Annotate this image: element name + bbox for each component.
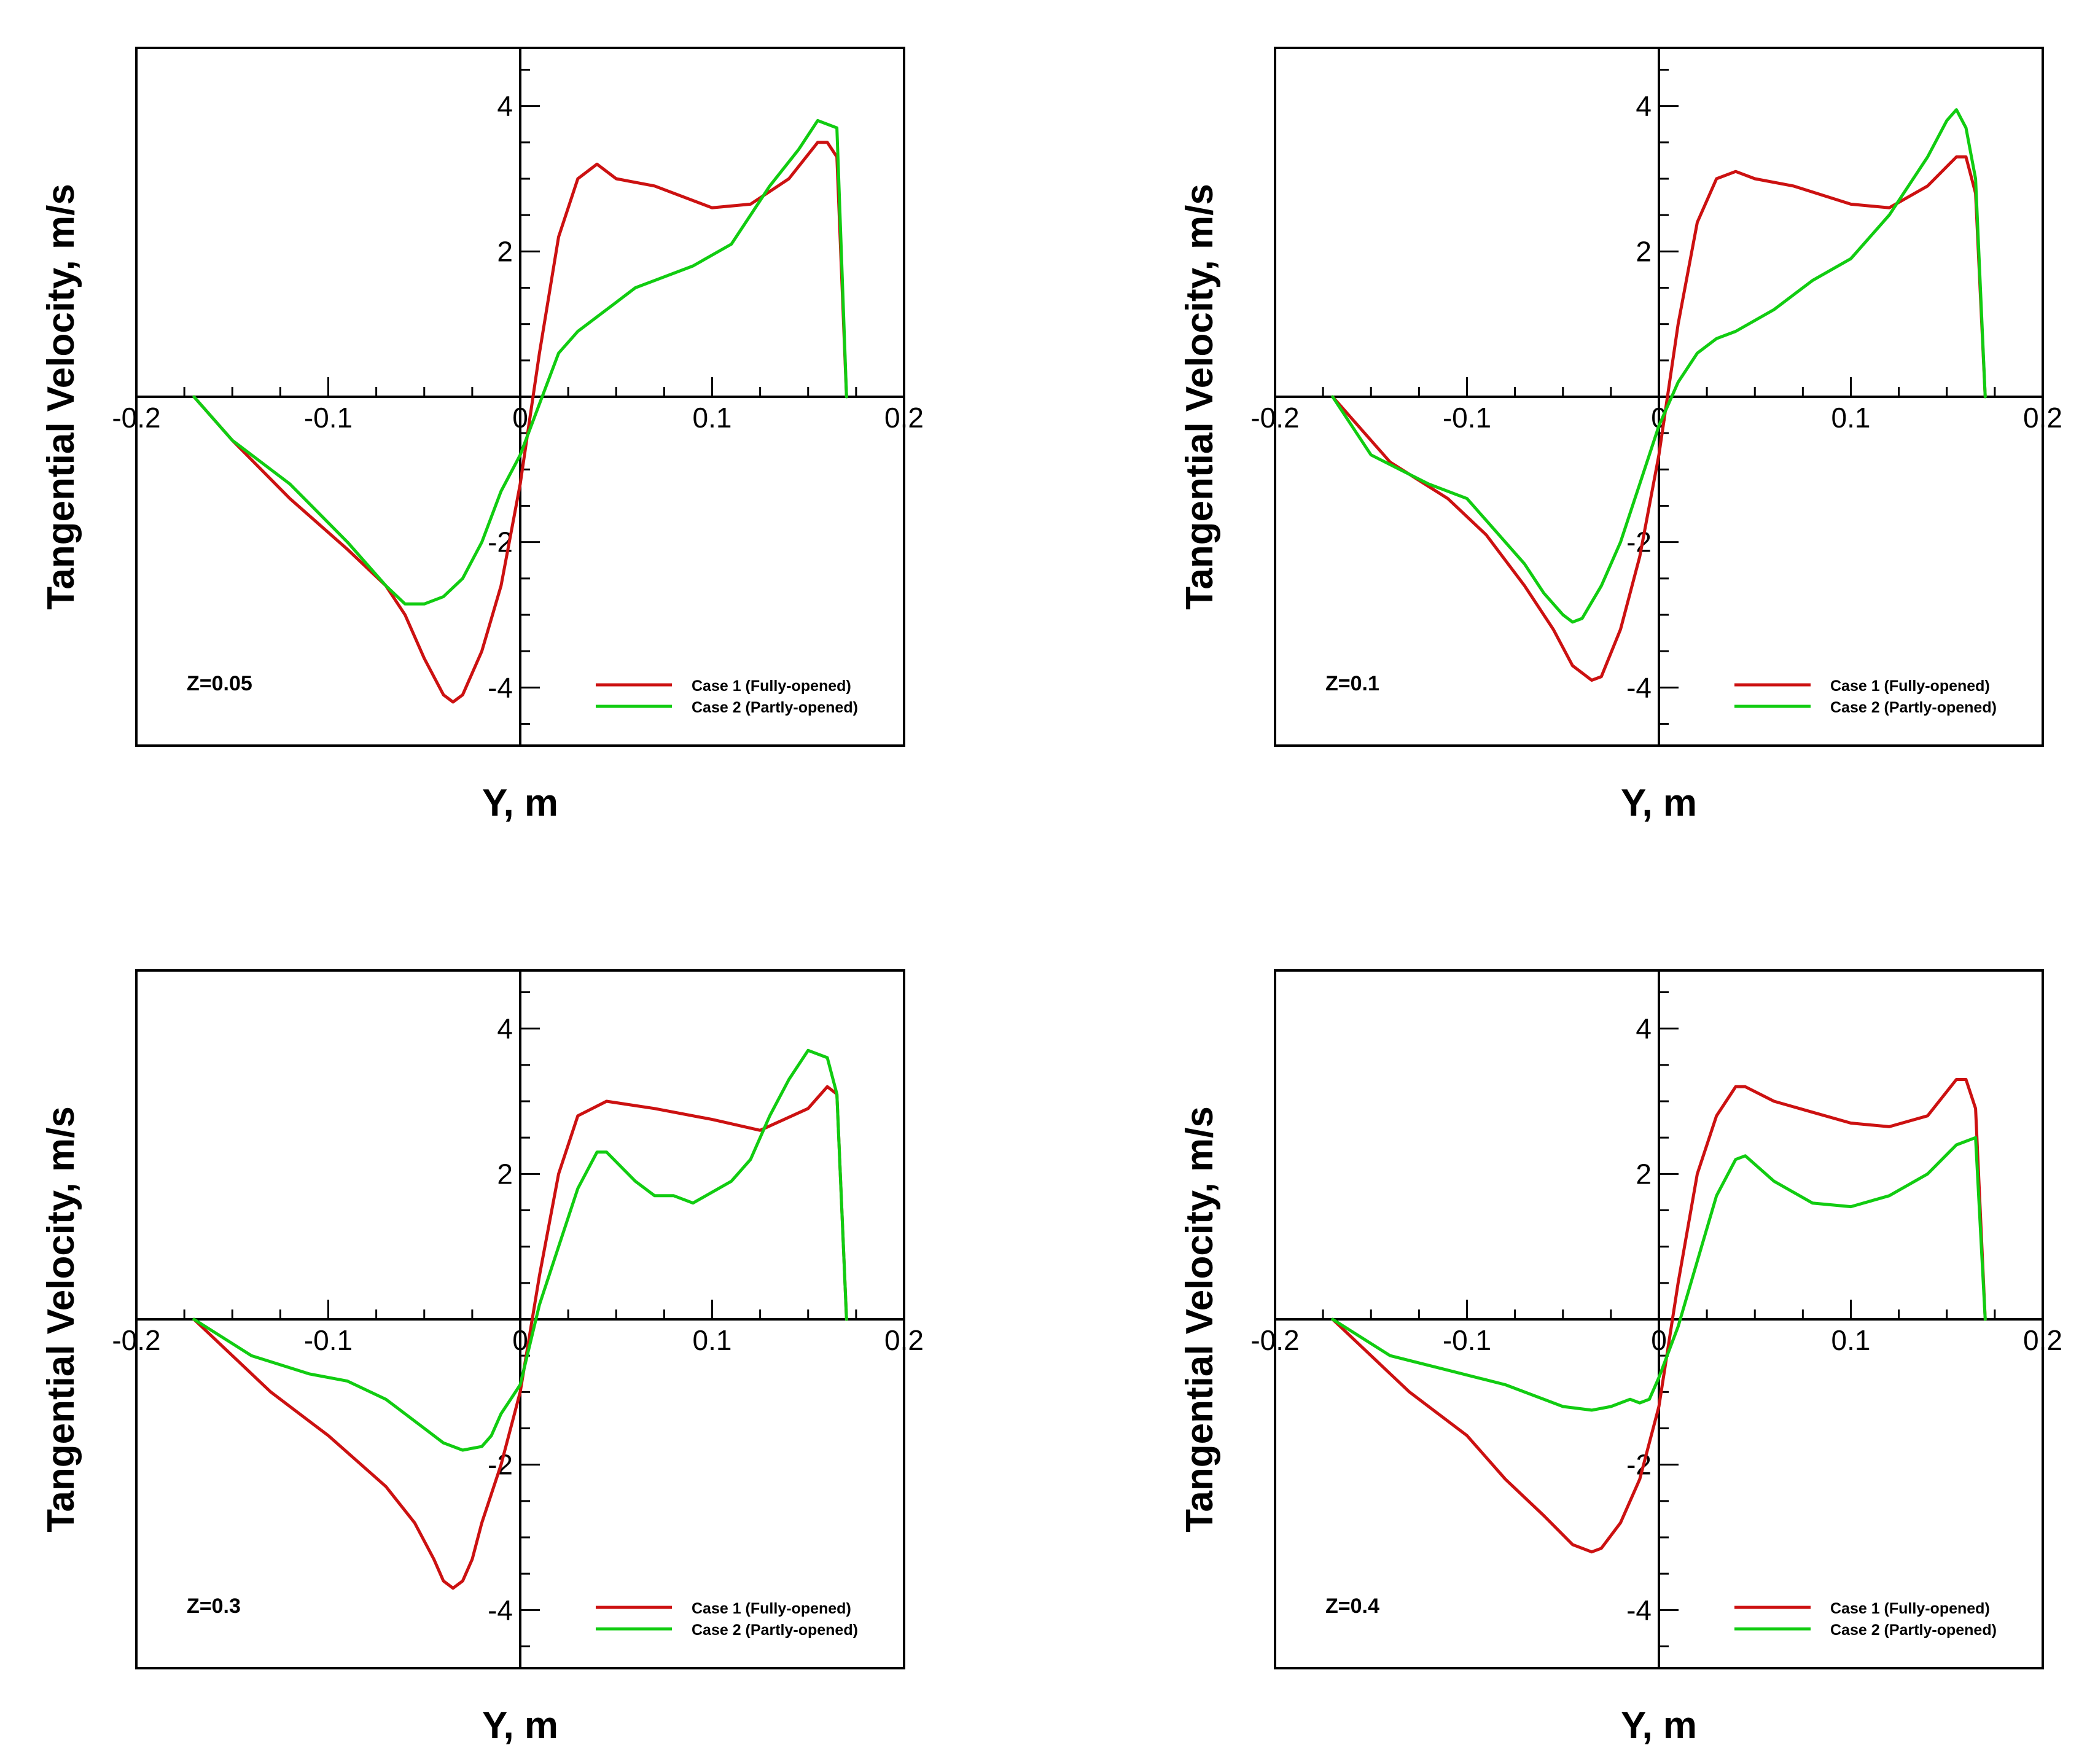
legend-label-case-2: Case 2 (Partly-opened) — [692, 699, 858, 716]
x-tick-label: 0 — [1651, 1324, 1667, 1356]
x-tick-label: 0.2 — [884, 402, 924, 434]
y-tick-label: -4 — [488, 1594, 513, 1626]
legend-label-case-1: Case 1 (Fully-opened) — [692, 1600, 851, 1617]
x-tick-label: 0.2 — [2023, 1324, 2062, 1356]
legend-label-case-1: Case 1 (Fully-opened) — [1830, 677, 1990, 695]
x-axis-title: Y, m — [482, 782, 558, 824]
y-tick-label: 4 — [1636, 1013, 1652, 1045]
x-tick-label: -0.1 — [304, 1324, 353, 1356]
z-annotation: Z=0.3 — [187, 1594, 241, 1618]
legend-label-case-2: Case 2 (Partly-opened) — [1830, 1622, 1997, 1639]
x-axis-title: Y, m — [1621, 782, 1697, 824]
y-tick-label: 2 — [497, 235, 513, 267]
y-tick-label: 2 — [1636, 1158, 1652, 1190]
x-axis-title: Y, m — [1621, 1704, 1697, 1747]
x-tick-label: 0.2 — [884, 1324, 924, 1356]
y-axis-title: Tangential Velocity, m/s — [40, 1106, 82, 1532]
legend-label-case-2: Case 2 (Partly-opened) — [1830, 699, 1997, 716]
x-tick-label: -0.2 — [1250, 402, 1299, 434]
y-axis-title: Tangential Velocity, m/s — [1179, 1106, 1221, 1532]
y-tick-label: 4 — [1636, 90, 1652, 122]
z-annotation: Z=0.05 — [187, 672, 252, 695]
y-axis-title: Tangential Velocity, m/s — [1179, 184, 1221, 610]
y-axis-title: Tangential Velocity, m/s — [40, 184, 82, 610]
x-axis-title: Y, m — [482, 1704, 558, 1747]
series-line-case-2 — [192, 119, 848, 606]
x-tick-label: 0 — [512, 1324, 528, 1356]
x-tick-label: 0.1 — [1831, 1324, 1871, 1356]
x-tick-label: -0.1 — [304, 402, 353, 434]
legend-label-case-1: Case 1 (Fully-opened) — [692, 677, 851, 695]
y-tick-label: 2 — [497, 1158, 513, 1190]
x-tick-label: 0.2 — [2023, 402, 2062, 434]
x-tick-label: -0.2 — [112, 402, 160, 434]
y-tick-label: 4 — [497, 90, 513, 122]
series-line-case-1 — [1331, 155, 1987, 682]
z-annotation: Z=0.1 — [1325, 672, 1379, 695]
y-tick-label: -4 — [1626, 1594, 1652, 1626]
y-tick-label: 4 — [497, 1013, 513, 1045]
legend-label-case-2: Case 2 (Partly-opened) — [692, 1622, 858, 1639]
series-line-case-1 — [192, 1085, 848, 1590]
x-tick-label: 0.1 — [1831, 402, 1871, 434]
y-tick-label: -4 — [1626, 671, 1652, 703]
x-tick-label: -0.1 — [1443, 402, 1491, 434]
y-tick-label: 2 — [1636, 235, 1652, 267]
y-tick-label: -4 — [488, 671, 513, 703]
x-tick-label: 0.1 — [693, 402, 732, 434]
series-line-case-2 — [1331, 108, 1987, 624]
x-tick-label: 0.1 — [693, 1324, 732, 1356]
series-line-case-2 — [1331, 1136, 1987, 1412]
x-tick-label: 0 — [512, 402, 528, 434]
z-annotation: Z=0.4 — [1325, 1594, 1379, 1618]
series-line-case-2 — [192, 1048, 848, 1452]
x-tick-label: -0.2 — [112, 1324, 160, 1356]
legend-label-case-1: Case 1 (Fully-opened) — [1830, 1600, 1990, 1617]
series-line-case-1 — [1331, 1078, 1987, 1554]
x-tick-label: -0.1 — [1443, 1324, 1491, 1356]
x-tick-label: -0.2 — [1250, 1324, 1299, 1356]
